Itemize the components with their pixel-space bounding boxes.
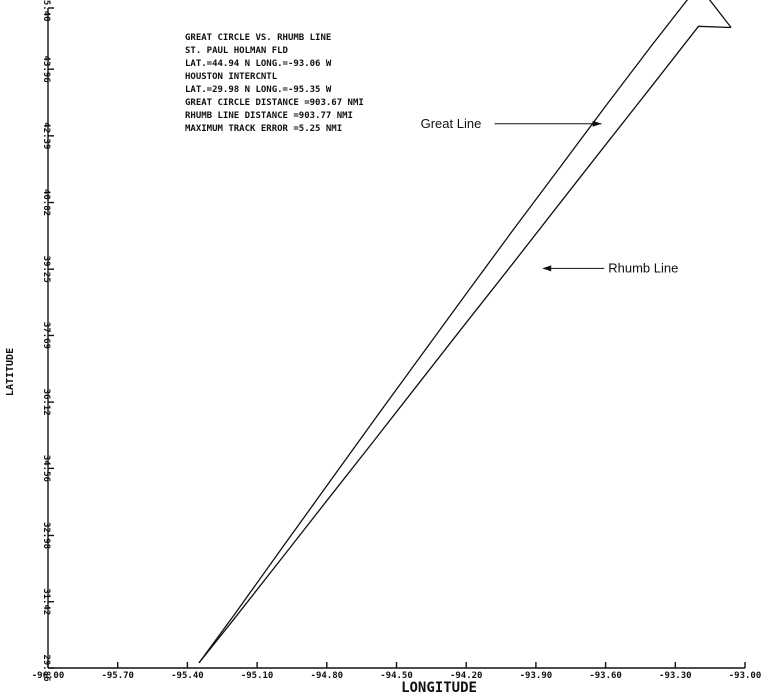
y-tick-label: 45.40 xyxy=(41,0,51,22)
x-tick-label: -93.60 xyxy=(589,671,622,681)
great-line-path xyxy=(198,0,732,664)
rhumb-line-label: Rhumb Line xyxy=(608,260,678,275)
great-line-label: Great Line xyxy=(421,116,482,131)
info-line: GREAT CIRCLE VS. RHUMB LINE xyxy=(185,33,331,43)
rhumb-line-arrow-head xyxy=(542,265,552,272)
info-line: GREAT CIRCLE DISTANCE =903.67 NMI xyxy=(185,98,364,108)
plot-axes xyxy=(47,8,745,669)
info-line: LAT.=44.94 N LONG.=-93.06 W xyxy=(185,59,332,69)
info-line: HOUSTON INTERCNTL xyxy=(185,72,278,82)
great-line-arrow-head xyxy=(592,120,602,127)
x-tick-label: -94.50 xyxy=(380,671,413,681)
y-tick-label: 37.69 xyxy=(41,322,51,349)
y-tick-label: 42.39 xyxy=(41,122,51,149)
annotation-layer: Great Line Rhumb Line xyxy=(421,116,679,276)
x-ticks: -96.00 -95.70 -95.40 -95.10 -94.80 -94.50 -94.… xyxy=(32,662,762,681)
y-tick-label: 29.86 xyxy=(41,654,51,681)
info-line: RHUMB LINE DISTANCE =903.77 NMI xyxy=(185,111,353,121)
y-ticks: 29.86 31.42 32.98 34.56 36.12 37.69 39.25 40.82… xyxy=(41,0,54,682)
x-tick-label: -93.00 xyxy=(729,671,762,681)
x-tick-label: -95.70 xyxy=(101,671,134,681)
x-tick-label: -94.20 xyxy=(450,671,483,681)
y-axis-title: LATITUDE xyxy=(5,348,16,396)
info-block: GREAT CIRCLE VS. RHUMB LINE ST. PAUL HOLM… xyxy=(185,33,364,134)
x-tick-label: -94.80 xyxy=(311,671,344,681)
x-tick-label: -95.40 xyxy=(171,671,204,681)
rhumb-line-path xyxy=(198,25,732,664)
info-line: LAT.=29.98 N LONG.=-95.35 W xyxy=(185,85,332,95)
y-tick-label: 36.12 xyxy=(41,389,51,416)
series-layer xyxy=(198,0,732,664)
y-tick-label: 31.42 xyxy=(41,588,51,615)
info-line: ST. PAUL HOLMAN FLD xyxy=(185,46,289,56)
x-tick-label: -95.10 xyxy=(241,671,274,681)
y-tick-label: 40.82 xyxy=(41,189,51,216)
x-tick-label: -96.00 xyxy=(32,671,65,681)
x-tick-label: -93.90 xyxy=(520,671,553,681)
y-tick-label: 32.98 xyxy=(41,522,51,549)
x-axis-title: LONGITUDE xyxy=(401,680,477,696)
info-line: MAXIMUM TRACK ERROR =5.25 NMI xyxy=(185,124,342,134)
y-tick-label: 39.25 xyxy=(41,256,51,283)
y-tick-label: 34.56 xyxy=(41,455,51,482)
y-tick-label: 43.96 xyxy=(41,56,51,83)
x-tick-label: -93.30 xyxy=(659,671,692,681)
